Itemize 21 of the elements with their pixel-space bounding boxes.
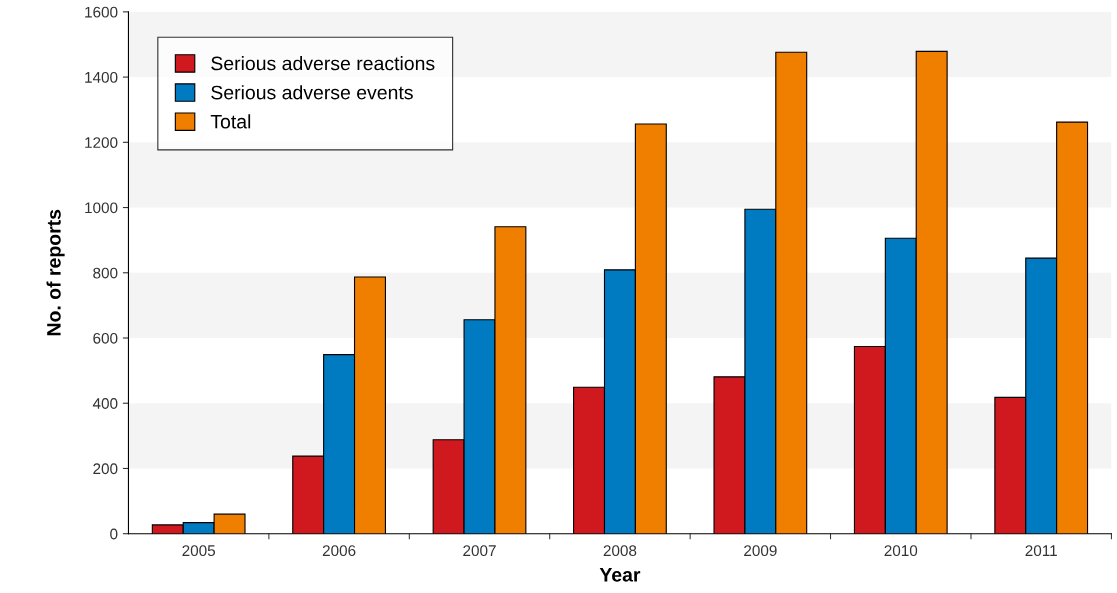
x-tick-label: 2006 bbox=[322, 545, 356, 557]
y-axis-title: No. of reports bbox=[46, 209, 65, 336]
y-tick-label: 1200 bbox=[85, 137, 118, 149]
x-tick-label: 2010 bbox=[884, 545, 918, 557]
x-tick-label: 2011 bbox=[1025, 545, 1057, 557]
x-tick-label: 2008 bbox=[603, 545, 637, 557]
x-tick-label: 2005 bbox=[182, 545, 216, 557]
y-tick-label: 800 bbox=[93, 267, 118, 279]
x-tick-label: 2007 bbox=[463, 545, 496, 557]
y-tick-label: 1600 bbox=[85, 6, 118, 18]
legend-label: Total bbox=[210, 114, 251, 129]
legend-label: Serious adverse reactions bbox=[211, 56, 435, 71]
x-tick-label: 2009 bbox=[744, 545, 777, 557]
y-tick-label: 1400 bbox=[85, 71, 118, 83]
y-tick-label: 200 bbox=[93, 463, 118, 475]
legend-label: Serious adverse events bbox=[211, 85, 413, 100]
y-tick-label: 400 bbox=[92, 398, 118, 409]
y-tick-label: 600 bbox=[93, 332, 118, 344]
x-axis-title: Year bbox=[599, 568, 641, 582]
y-tick-label: 0 bbox=[110, 528, 118, 540]
y-tick-label: 1000 bbox=[85, 202, 118, 214]
